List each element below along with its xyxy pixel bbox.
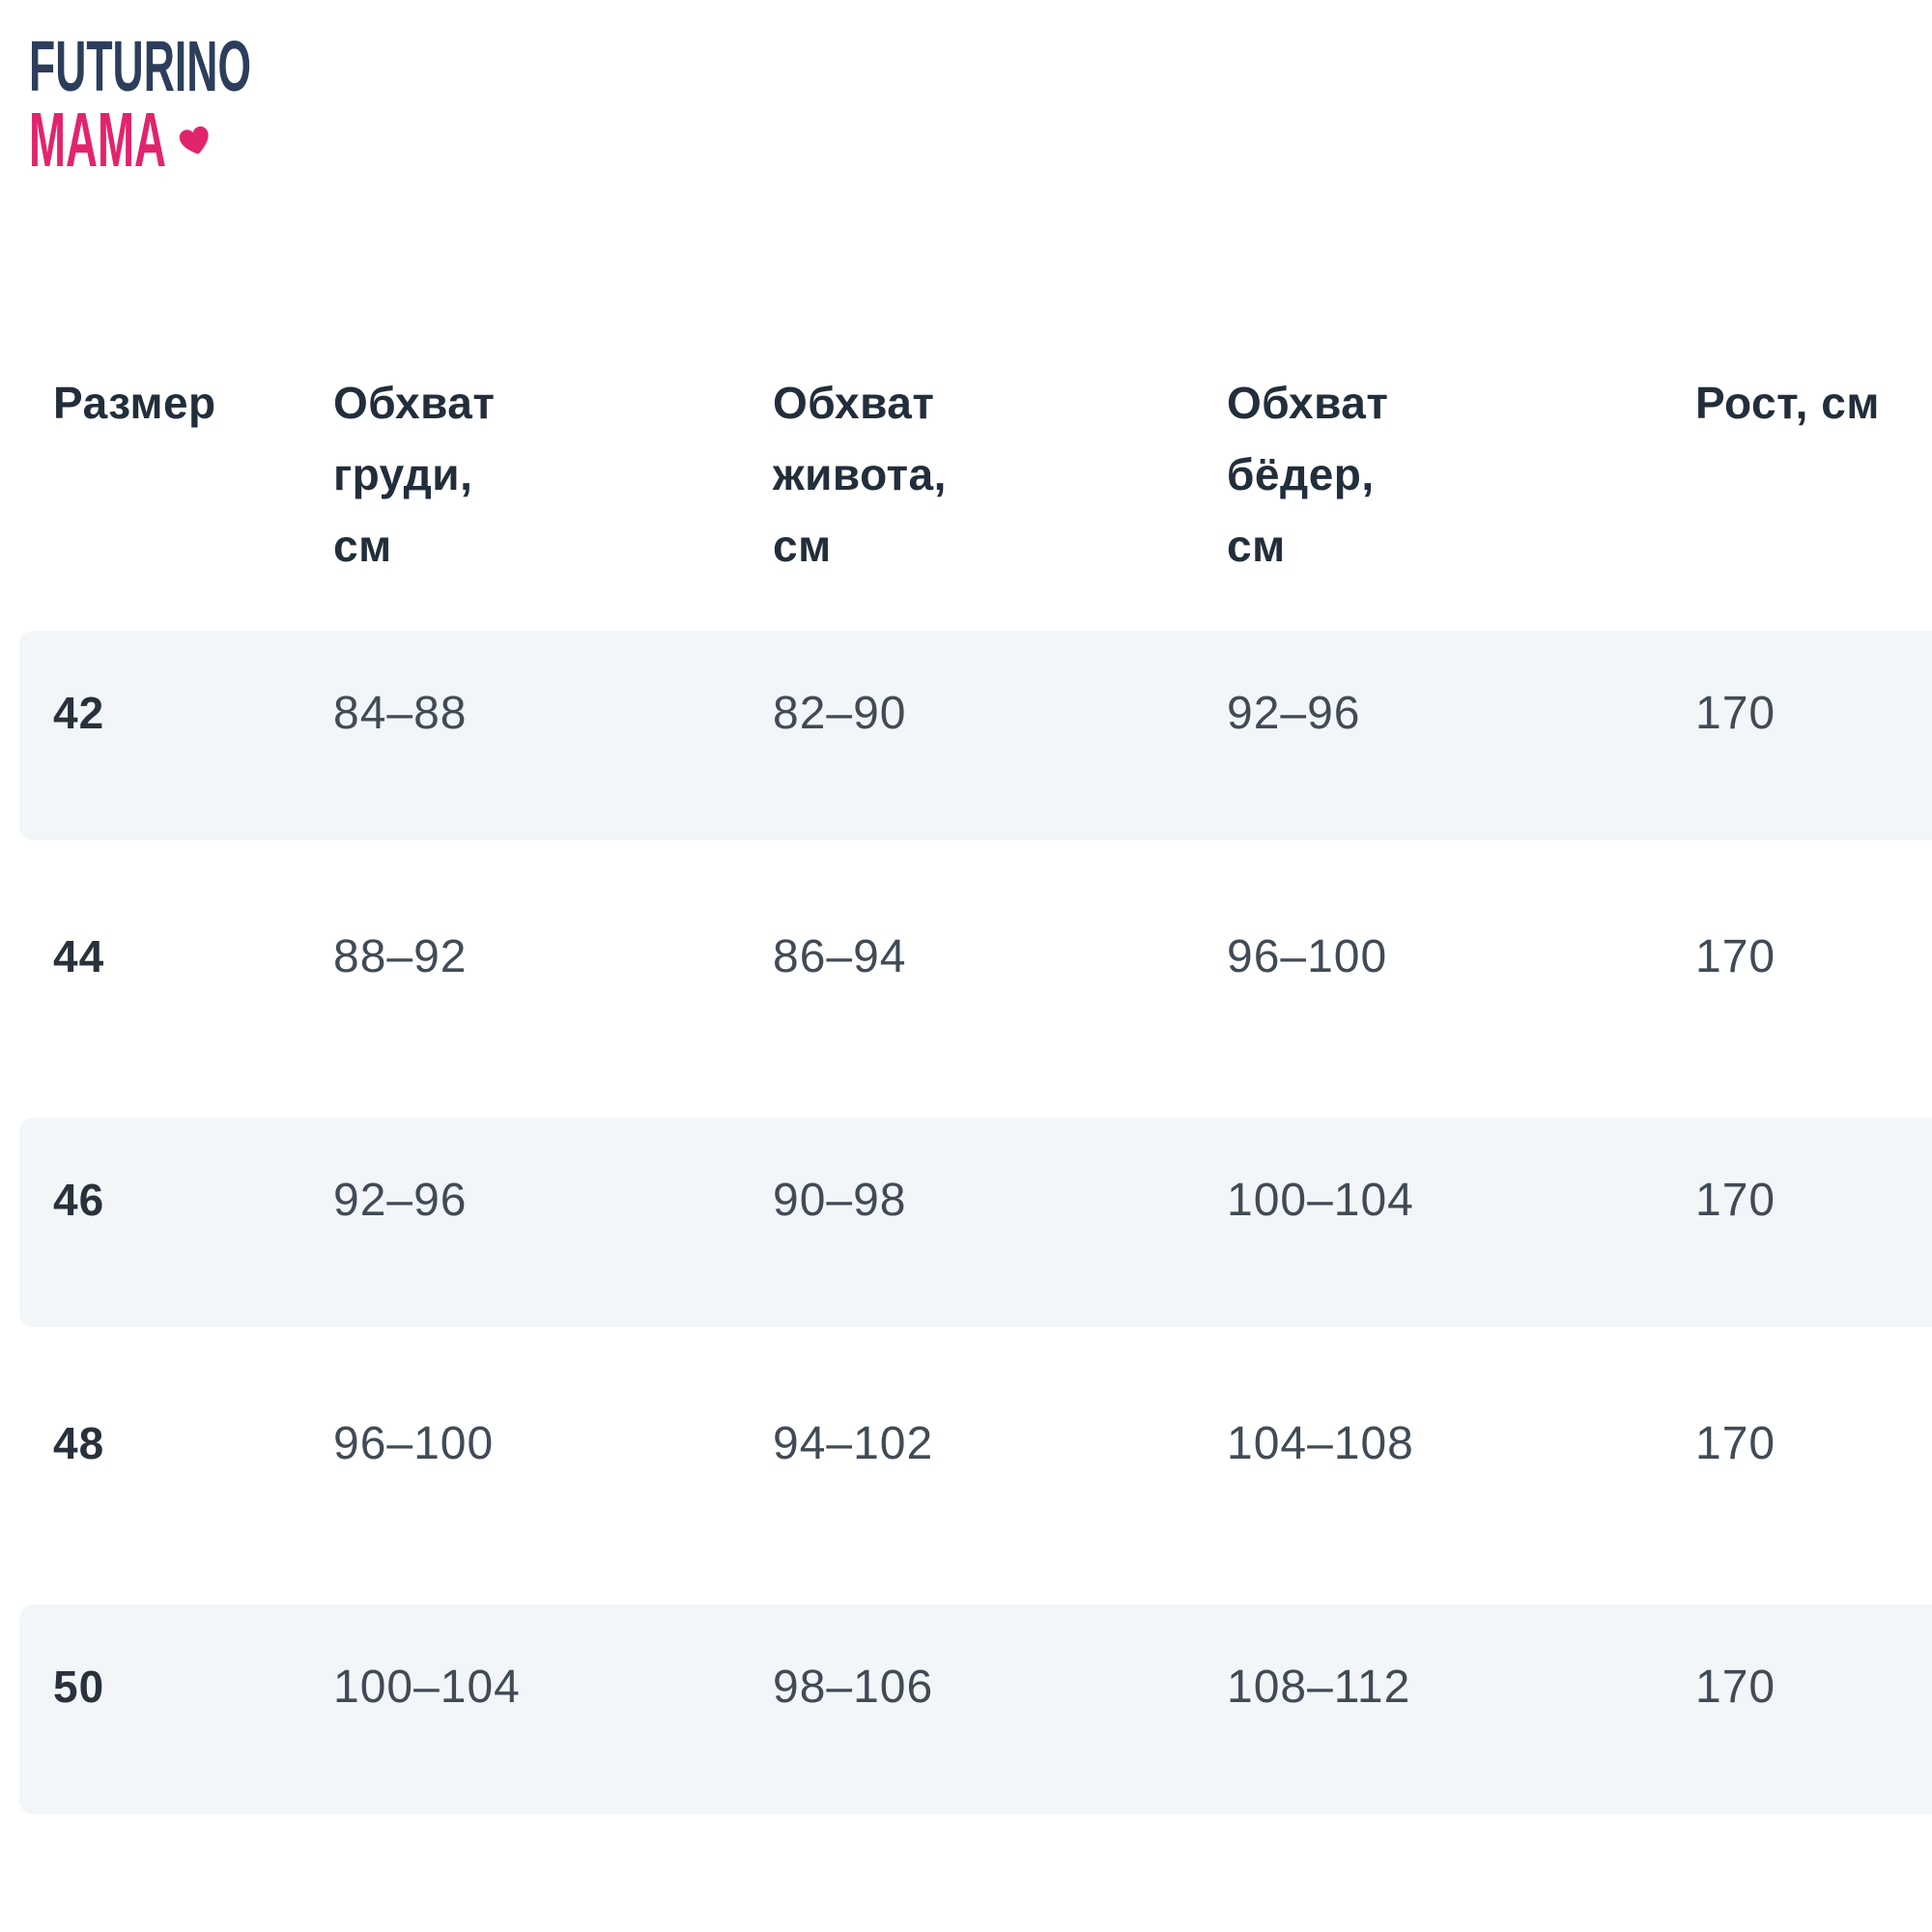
- height-cell: 170: [1695, 688, 1776, 739]
- chest-cell: 84–88: [333, 688, 468, 739]
- size-cell: 44: [53, 931, 105, 981]
- hips-cell: 108–112: [1227, 1662, 1411, 1713]
- table-row-44: 44 88–92 86–94 96–100 170: [0, 840, 1932, 1118]
- table-row-50: 50 100–104 98–106 108–112 170: [19, 1605, 1932, 1814]
- size-cell: 48: [53, 1418, 105, 1468]
- height-cell: 170: [1695, 1418, 1776, 1469]
- size-cell: 42: [53, 688, 105, 738]
- height-cell: 170: [1695, 1662, 1776, 1713]
- column-header-belly: Обхват живота, см: [773, 378, 947, 571]
- belly-cell: 82–90: [773, 688, 907, 739]
- hips-cell: 100–104: [1227, 1175, 1414, 1226]
- column-header-chest: Обхват груди, см: [333, 378, 496, 571]
- column-header-hips: Обхват бёдер, см: [1227, 378, 1389, 571]
- hips-cell: 92–96: [1227, 688, 1361, 739]
- belly-cell: 86–94: [773, 931, 907, 982]
- size-cell: 50: [53, 1662, 105, 1712]
- chest-cell: 92–96: [333, 1175, 468, 1226]
- chest-cell: 88–92: [333, 931, 468, 982]
- heart-icon: [179, 126, 209, 155]
- belly-cell: 90–98: [773, 1175, 907, 1226]
- size-cell: 46: [53, 1175, 105, 1225]
- hips-cell: 104–108: [1227, 1418, 1414, 1469]
- brand-logo: FUTURINO MAMA: [27, 21, 346, 190]
- size-chart-table: Размер Обхват груди, см Обхват живота, с…: [0, 367, 1932, 1814]
- belly-cell: 98–106: [773, 1662, 934, 1713]
- table-row-46: 46 92–96 90–98 100–104 170: [19, 1118, 1932, 1327]
- height-cell: 170: [1695, 931, 1776, 982]
- table-row-48: 48 96–100 94–102 104–108 170: [0, 1327, 1932, 1605]
- chest-cell: 100–104: [333, 1662, 521, 1713]
- brand-name-mama: MAMA: [29, 97, 166, 183]
- brand-name-futurino: FUTURINO: [29, 26, 251, 106]
- table-header-row: Размер Обхват груди, см Обхват живота, с…: [0, 367, 1932, 631]
- chest-cell: 96–100: [333, 1418, 495, 1469]
- table-row-42: 42 84–88 82–90 92–96 170: [19, 631, 1932, 840]
- brand-logo-graphic: FUTURINO MAMA: [29, 26, 251, 183]
- height-cell: 170: [1695, 1175, 1776, 1226]
- column-header-height: Рост, см: [1695, 378, 1880, 428]
- column-header-size: Размер: [53, 378, 216, 428]
- belly-cell: 94–102: [773, 1418, 934, 1469]
- hips-cell: 96–100: [1227, 931, 1388, 982]
